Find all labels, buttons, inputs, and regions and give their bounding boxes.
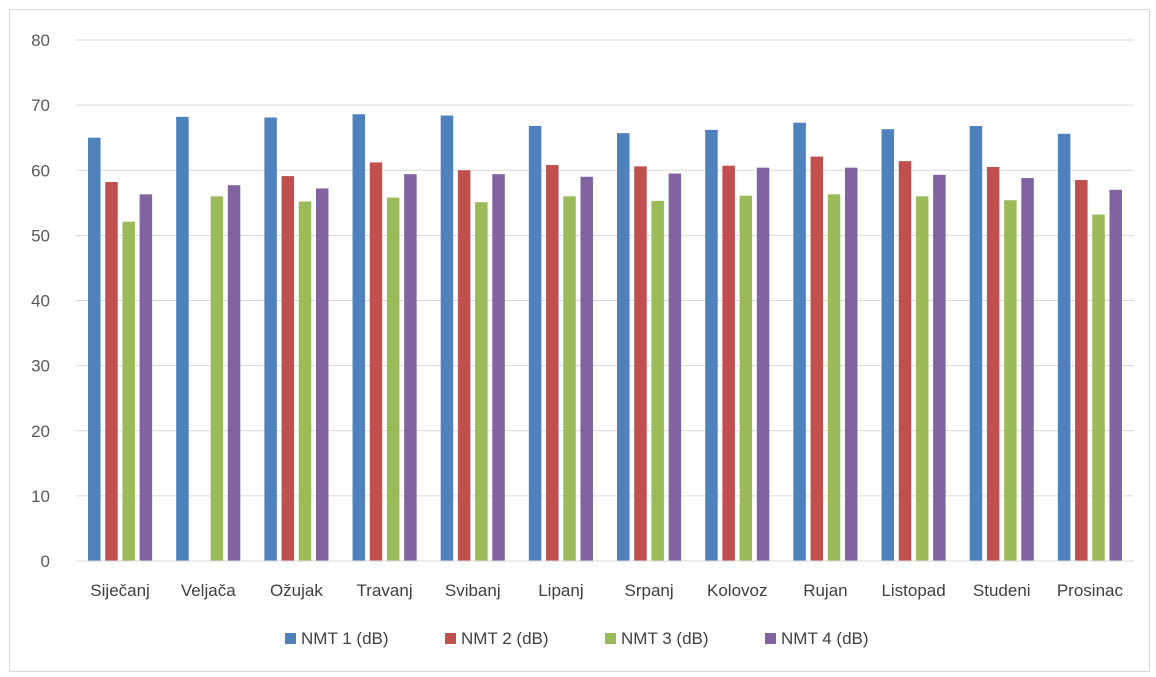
y-tick-label: 20 <box>31 422 50 441</box>
x-category-label: Travanj <box>357 581 413 600</box>
x-category-label: Studeni <box>973 581 1031 600</box>
bar <box>475 202 488 561</box>
bar <box>122 221 135 562</box>
x-category-label: Veljača <box>181 581 236 600</box>
y-tick-label: 60 <box>31 161 50 180</box>
bar <box>651 200 664 561</box>
x-category-label: Rujan <box>803 581 847 600</box>
bar <box>739 195 753 561</box>
y-tick-label: 50 <box>31 226 50 245</box>
legend-swatch <box>765 633 776 644</box>
legend-swatch <box>445 633 456 644</box>
bar <box>1075 180 1088 562</box>
bar <box>986 166 1000 561</box>
bar <box>315 188 329 562</box>
y-tick-label: 40 <box>31 292 50 311</box>
bar <box>969 125 983 561</box>
y-tick-label: 10 <box>31 487 50 506</box>
y-tick-label: 80 <box>31 31 50 50</box>
bar <box>457 170 471 561</box>
bar <box>404 174 417 561</box>
y-axis-tick-labels: 0 10 20 30 40 50 60 70 80 <box>31 31 50 571</box>
bar <box>1092 214 1105 561</box>
bar <box>105 181 118 561</box>
bar <box>756 167 770 561</box>
x-category-label: Srpanj <box>625 581 674 600</box>
bar <box>352 114 366 562</box>
gridlines <box>76 39 1134 497</box>
bar <box>492 174 505 561</box>
bar <box>386 197 400 562</box>
bar <box>617 133 630 561</box>
legend: NMT 1 (dB) NMT 2 (dB) NMT 3 (dB) NMT 4 (dB) <box>285 629 869 648</box>
legend-label: NMT 3 (dB) <box>621 629 709 648</box>
bar <box>898 161 912 561</box>
x-category-label: Siječanj <box>90 581 150 600</box>
bar <box>844 167 858 561</box>
x-category-label: Svibanj <box>445 581 501 600</box>
bar <box>580 176 593 561</box>
bar-chart: 0 10 20 30 40 50 60 70 80 Siječanj Veljača Ožujak T… <box>31 31 1134 648</box>
bar <box>915 196 929 562</box>
legend-item: NMT 2 (dB) <box>445 629 549 648</box>
bar <box>298 201 312 561</box>
y-tick-label: 0 <box>41 552 50 571</box>
bar <box>634 166 647 561</box>
bar <box>227 185 241 561</box>
bar <box>546 165 559 562</box>
bar <box>563 196 576 562</box>
bar <box>881 129 895 561</box>
y-tick-label: 70 <box>31 96 50 115</box>
bar <box>440 115 454 562</box>
bar <box>88 137 101 561</box>
bar <box>793 122 806 562</box>
legend-item: NMT 1 (dB) <box>285 629 389 648</box>
bar <box>210 196 224 562</box>
x-axis-category-labels: Siječanj Veljača Ožujak Travanj Svibanj Lipan… <box>90 581 1123 600</box>
bar <box>528 125 542 561</box>
bar <box>668 173 682 561</box>
bar <box>369 162 383 561</box>
bar <box>1004 200 1017 561</box>
legend-label: NMT 4 (dB) <box>781 629 869 648</box>
bar <box>722 165 735 561</box>
y-tick-label: 30 <box>31 357 50 376</box>
bar <box>1109 189 1122 561</box>
x-category-label: Lipanj <box>538 581 583 600</box>
bar <box>933 174 946 561</box>
x-category-label: Ožujak <box>270 581 323 600</box>
legend-item: NMT 4 (dB) <box>765 629 869 648</box>
bar <box>139 194 153 561</box>
legend-label: NMT 2 (dB) <box>461 629 549 648</box>
bar <box>810 156 824 562</box>
bar <box>264 117 277 561</box>
x-category-label: Kolovoz <box>707 581 767 600</box>
bar <box>705 129 718 561</box>
x-category-label: Listopad <box>881 581 945 600</box>
bar <box>176 116 189 561</box>
bar <box>1021 178 1034 561</box>
bar <box>1057 133 1071 561</box>
legend-item: NMT 3 (dB) <box>605 629 709 648</box>
x-category-label: Prosinac <box>1057 581 1124 600</box>
legend-swatch <box>285 633 296 644</box>
bar <box>827 194 841 561</box>
bars <box>88 114 1122 562</box>
chart-frame: 0 10 20 30 40 50 60 70 80 Siječanj Veljača Ožujak T… <box>9 9 1150 672</box>
bar <box>281 176 295 561</box>
legend-label: NMT 1 (dB) <box>301 629 389 648</box>
legend-swatch <box>605 633 616 644</box>
